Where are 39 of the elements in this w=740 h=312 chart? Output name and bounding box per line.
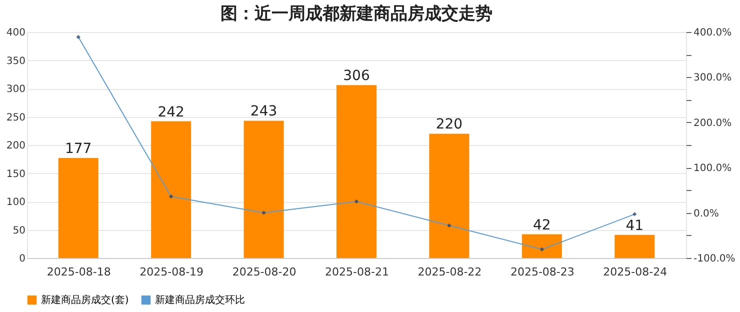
x-tick-label: 2025-08-18 (46, 266, 111, 278)
y-tick-label: 0 (19, 254, 26, 264)
bar (244, 120, 284, 258)
bar (151, 121, 192, 258)
y-tick-label: 350 (6, 56, 26, 67)
bar (58, 158, 98, 258)
legend-label: 新建商品房成交环比 (155, 294, 245, 306)
data-label: 220 (436, 116, 463, 133)
legend-label: 新建商品房成交(套) (41, 294, 129, 306)
bar (336, 85, 376, 258)
bar (429, 134, 470, 258)
y2-tick-label: 200.0% (694, 118, 732, 129)
data-label: 242 (158, 104, 184, 120)
y2-tick-label: 400.0% (694, 28, 732, 38)
y2-tick-label: 300.0% (694, 72, 732, 84)
y2-tick-label: -100.0% (694, 254, 736, 264)
x-tick-label: 2025-08-23 (510, 266, 574, 278)
y-tick-label: 250 (6, 112, 26, 124)
data-label: 41 (626, 218, 644, 234)
x-tick-label: 2025-08-21 (325, 266, 389, 278)
data-label: 177 (64, 140, 92, 157)
y-tick-label: 100 (6, 197, 26, 208)
chart-title: 图：近一周成都新建商品房成交走势 (220, 4, 492, 24)
y2-tick-label: 0.0% (694, 208, 719, 220)
data-label: 306 (343, 68, 370, 84)
x-tick-label: 2025-08-19 (140, 266, 204, 278)
y-tick-label: 300 (6, 84, 26, 95)
x-tick-label: 2025-08-24 (603, 266, 668, 278)
x-tick-label: 2025-08-22 (418, 266, 482, 278)
y-tick-label: 50 (12, 225, 26, 236)
data-label: 42 (533, 217, 551, 234)
bar (614, 234, 655, 258)
data-label: 243 (250, 104, 278, 120)
x-tick-label: 2025-08-20 (232, 266, 296, 278)
y2-tick-label: 100.0% (694, 163, 732, 174)
y-tick-label: 150 (6, 168, 26, 180)
y-tick-label: 400 (6, 28, 26, 38)
bar (522, 234, 562, 258)
y-tick-label: 200 (6, 140, 26, 152)
